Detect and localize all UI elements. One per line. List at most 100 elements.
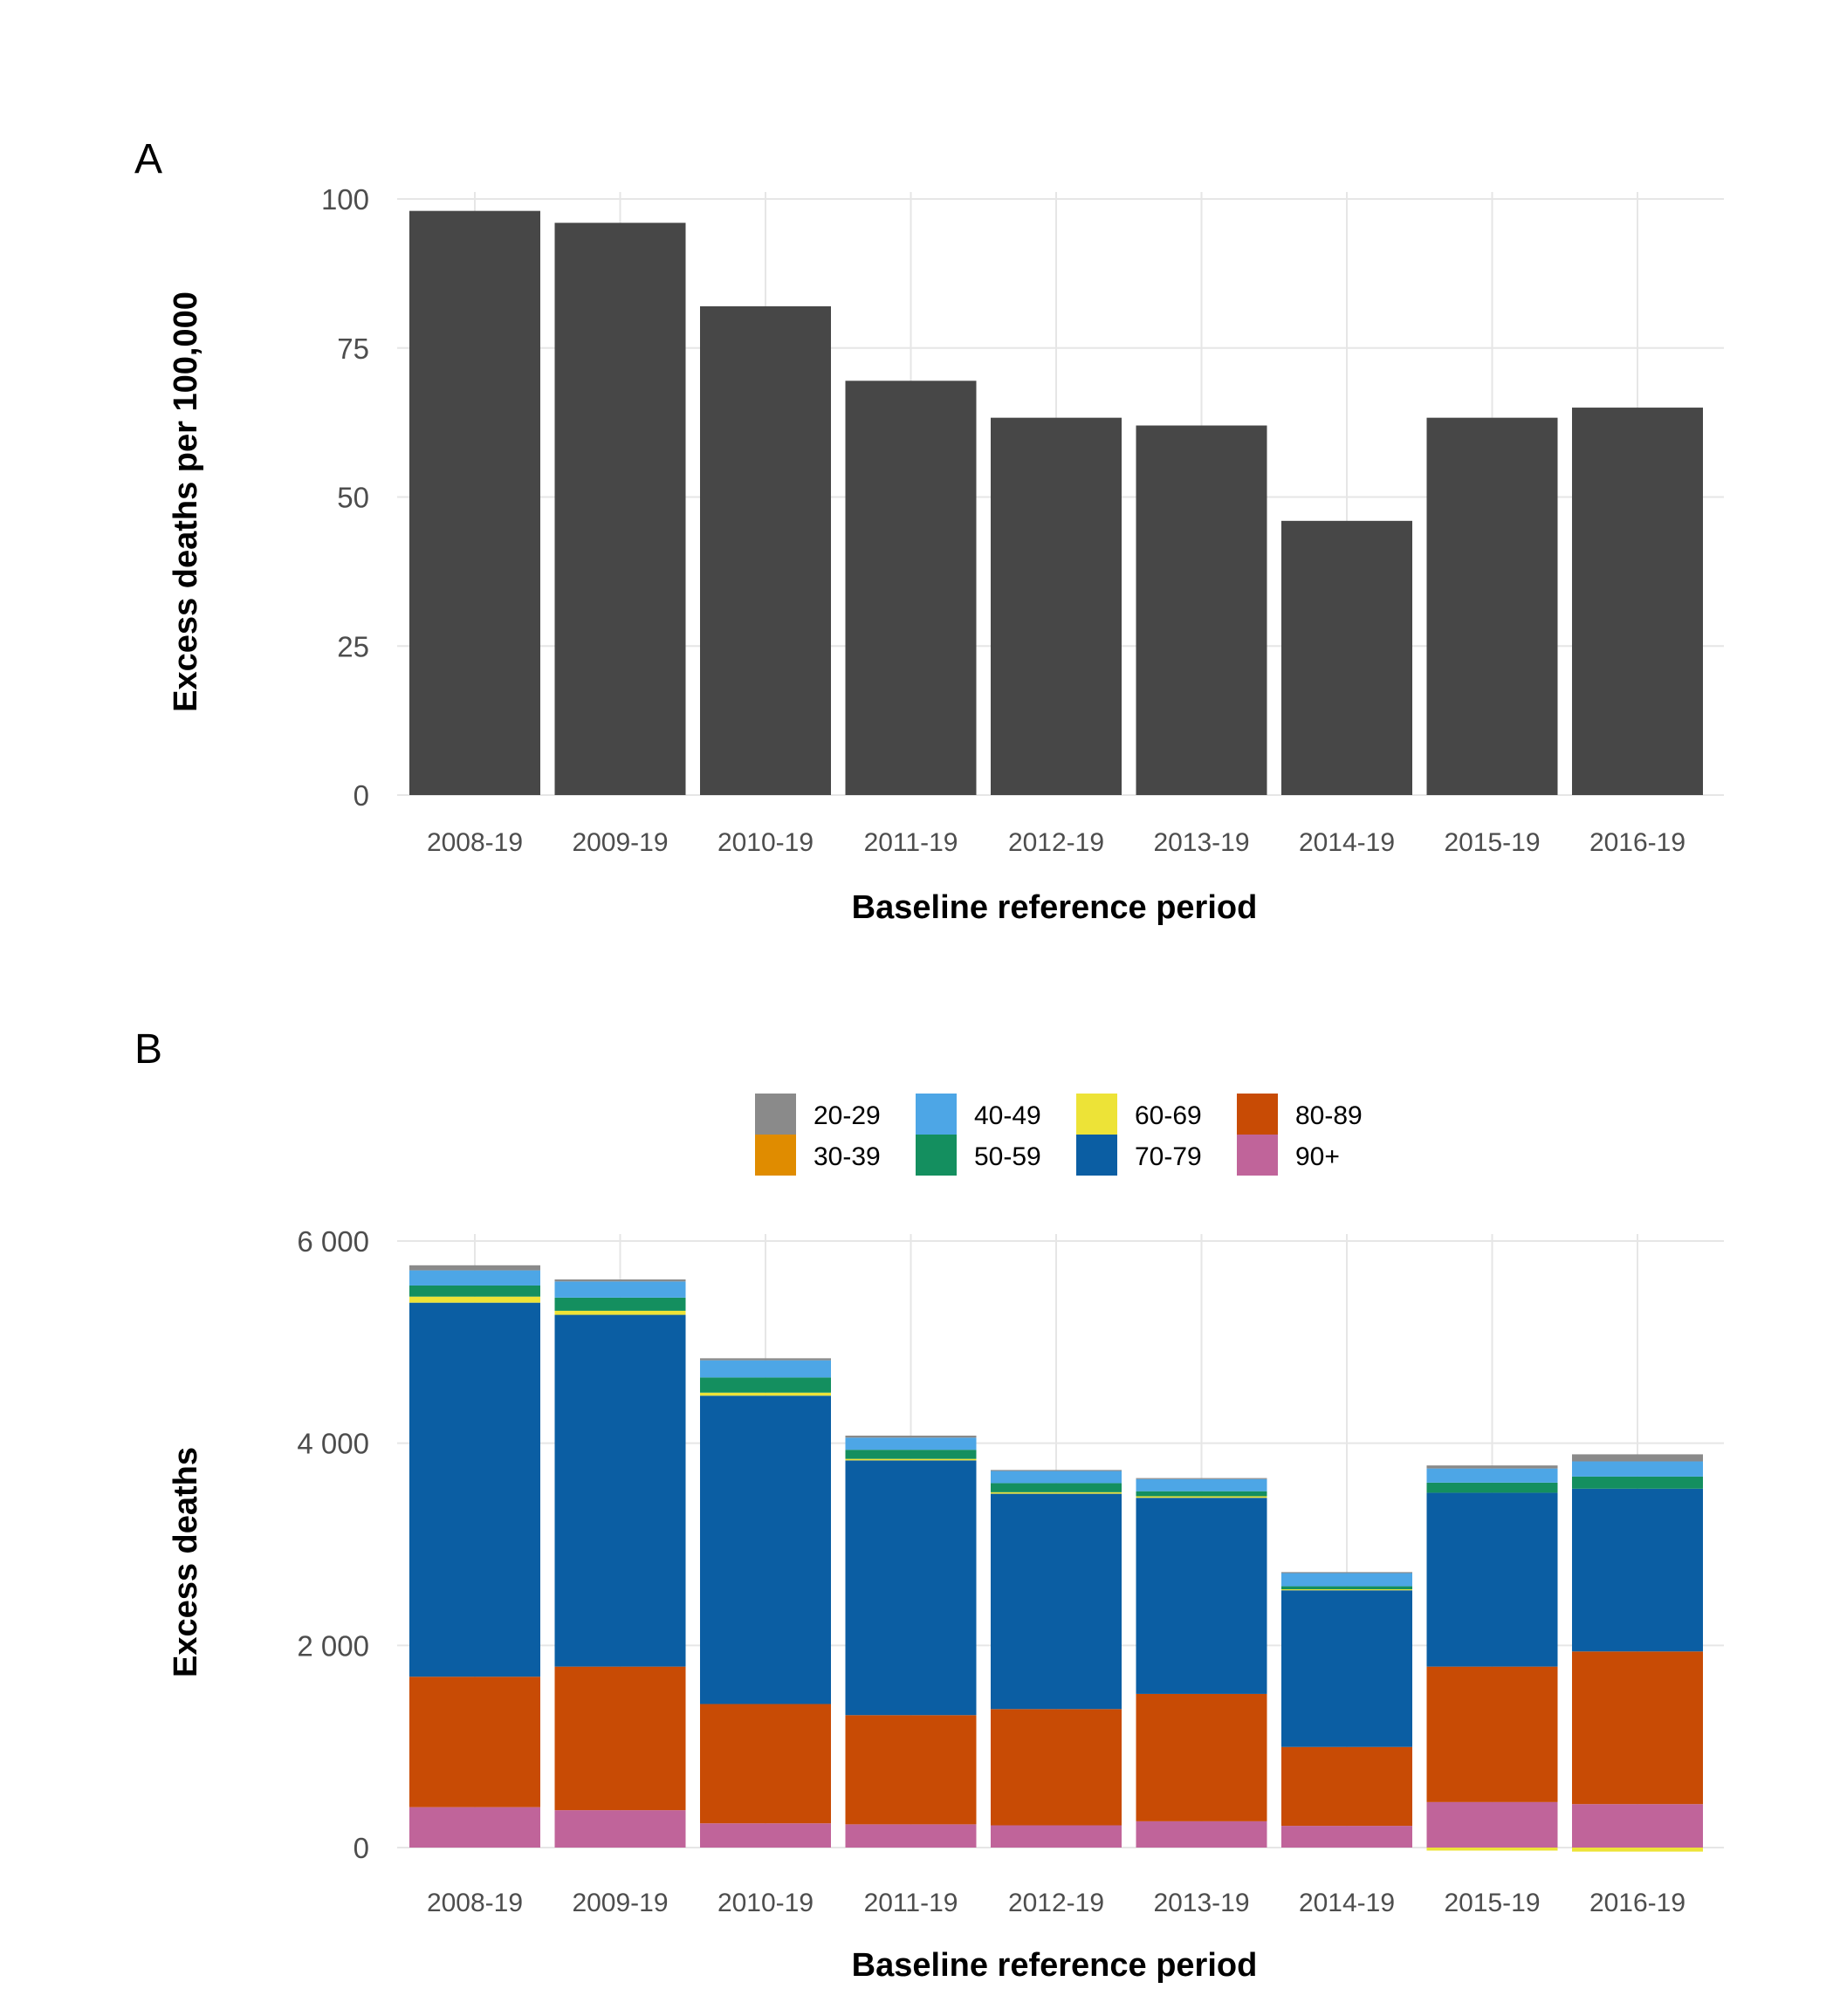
legend-swatch-50-59 <box>916 1135 957 1176</box>
bar-segment-60-69 <box>845 1458 977 1461</box>
bar <box>1572 408 1703 795</box>
legend-label: 50-59 <box>974 1142 1041 1171</box>
panel-a: A 0 25 50 75 100 2008-19 2009-19 2010-19 2011-1… <box>134 136 1724 926</box>
bar <box>1136 425 1267 795</box>
bar <box>845 381 977 795</box>
bar-segment-80-89 <box>1572 1651 1703 1805</box>
legend-label: 60-69 <box>1135 1101 1202 1130</box>
bar-segment-70-79 <box>1136 1498 1267 1694</box>
bar-segment-40-49 <box>845 1437 977 1450</box>
bar-segment-70-79 <box>991 1493 1122 1710</box>
bar-segment-40-49 <box>1136 1478 1267 1491</box>
bar-segment-70-79 <box>1281 1590 1412 1747</box>
x-tick-label: 2010-19 <box>717 1889 814 1917</box>
x-tick-label: 2015-19 <box>1444 1889 1540 1917</box>
legend-swatch-20-29 <box>755 1094 796 1135</box>
x-tick-label: 2012-19 <box>1008 1889 1104 1917</box>
y-tick-label: 25 <box>337 630 369 662</box>
x-tick-label: 2016-19 <box>1589 828 1685 857</box>
bar-segment-50-59 <box>1136 1491 1267 1497</box>
legend-label: 80-89 <box>1295 1101 1363 1130</box>
x-tick-label: 2010-19 <box>717 828 814 857</box>
x-tick-label: 2008-19 <box>427 1889 523 1917</box>
bar-segment-60-69 <box>1426 1848 1558 1851</box>
panel-b-y-axis-title: Excess deaths <box>168 1447 204 1677</box>
bar-segment-90+ <box>1136 1821 1267 1848</box>
y-tick-label: 0 <box>354 1832 369 1864</box>
bar-segment-40-49 <box>1426 1468 1558 1483</box>
legend-label: 70-79 <box>1135 1142 1202 1171</box>
panel-b-bars <box>409 1265 1703 1852</box>
panel-b-y-ticks: 0 2 000 4 000 6 000 <box>297 1225 369 1864</box>
bar-segment-80-89 <box>554 1666 686 1811</box>
bar-segment-90+ <box>991 1825 1122 1848</box>
legend-swatch-60-69 <box>1076 1094 1117 1135</box>
bar-segment-40-49 <box>409 1270 540 1286</box>
bar-segment-80-89 <box>845 1715 977 1825</box>
legend-label: 30-39 <box>814 1142 881 1171</box>
y-tick-label: 50 <box>337 482 369 514</box>
legend-swatch-80-89 <box>1237 1094 1278 1135</box>
bar-segment-60-69 <box>1281 1589 1412 1591</box>
bar-segment-70-79 <box>1572 1488 1703 1652</box>
bar-segment-20-29 <box>700 1358 831 1361</box>
bar-segment-50-59 <box>991 1483 1122 1492</box>
x-tick-label: 2011-19 <box>864 1889 958 1917</box>
bar-segment-60-69 <box>700 1392 831 1396</box>
bar-segment-80-89 <box>1136 1693 1267 1821</box>
bar-segment-90+ <box>700 1823 831 1848</box>
panel-a-x-axis-title: Baseline reference period <box>852 889 1258 926</box>
bar-segment-40-49 <box>554 1281 686 1298</box>
bar-segment-60-69 <box>1136 1496 1267 1498</box>
panel-b: B 20-29 30-39 40-49 50-59 60-69 70-79 80-89 90+… <box>134 1026 1724 1984</box>
x-tick-label: 2008-19 <box>427 828 523 857</box>
bar-segment-80-89 <box>1426 1666 1558 1802</box>
bar-segment-50-59 <box>1281 1586 1412 1590</box>
x-tick-label: 2015-19 <box>1444 828 1540 857</box>
bar-segment-60-69 <box>991 1491 1122 1494</box>
legend-label: 40-49 <box>974 1101 1041 1130</box>
legend-label: 20-29 <box>814 1101 881 1130</box>
bar-segment-20-29 <box>1281 1572 1412 1574</box>
panel-b-tag: B <box>134 1026 162 1073</box>
panel-b-legend: 20-29 30-39 40-49 50-59 60-69 70-79 80-89 90+ <box>755 1094 1363 1176</box>
bar-segment-90+ <box>1572 1804 1703 1848</box>
bar-segment-90+ <box>409 1807 540 1848</box>
x-tick-label: 2009-19 <box>572 828 668 857</box>
y-tick-label: 75 <box>337 333 369 365</box>
bar-segment-20-29 <box>554 1279 686 1282</box>
bar <box>991 417 1122 795</box>
x-tick-label: 2013-19 <box>1153 1889 1249 1917</box>
bar-segment-90+ <box>845 1824 977 1848</box>
bar-segment-80-89 <box>991 1709 1122 1826</box>
y-tick-label: 4 000 <box>297 1428 369 1460</box>
bar-segment-50-59 <box>1426 1482 1558 1493</box>
x-tick-label: 2014-19 <box>1299 828 1395 857</box>
x-tick-label: 2012-19 <box>1008 828 1104 857</box>
bar-segment-70-79 <box>409 1302 540 1677</box>
bar-segment-50-59 <box>1572 1476 1703 1489</box>
bar-segment-20-29 <box>1136 1478 1267 1479</box>
x-tick-label: 2011-19 <box>864 828 958 857</box>
panel-a-tag: A <box>134 136 162 182</box>
bar-segment-20-29 <box>991 1470 1122 1471</box>
bar-segment-40-49 <box>700 1360 831 1378</box>
panel-a-y-ticks: 0 25 50 75 100 <box>321 183 369 812</box>
bar <box>1281 520 1412 795</box>
y-tick-label: 2 000 <box>297 1629 369 1662</box>
bar-segment-20-29 <box>1426 1465 1558 1469</box>
bar-segment-50-59 <box>409 1285 540 1297</box>
x-tick-label: 2014-19 <box>1299 1889 1395 1917</box>
legend-label: 90+ <box>1295 1142 1340 1171</box>
bar-segment-70-79 <box>845 1460 977 1716</box>
bar-segment-90+ <box>1426 1801 1558 1848</box>
y-tick-label: 100 <box>321 183 369 216</box>
bar-segment-20-29 <box>1572 1454 1703 1462</box>
bar-segment-50-59 <box>554 1297 686 1311</box>
panel-a-bars <box>409 210 1703 795</box>
bar-segment-70-79 <box>700 1395 831 1704</box>
bar-segment-20-29 <box>409 1265 540 1271</box>
x-tick-label: 2013-19 <box>1153 828 1249 857</box>
bar-segment-80-89 <box>1281 1746 1412 1827</box>
